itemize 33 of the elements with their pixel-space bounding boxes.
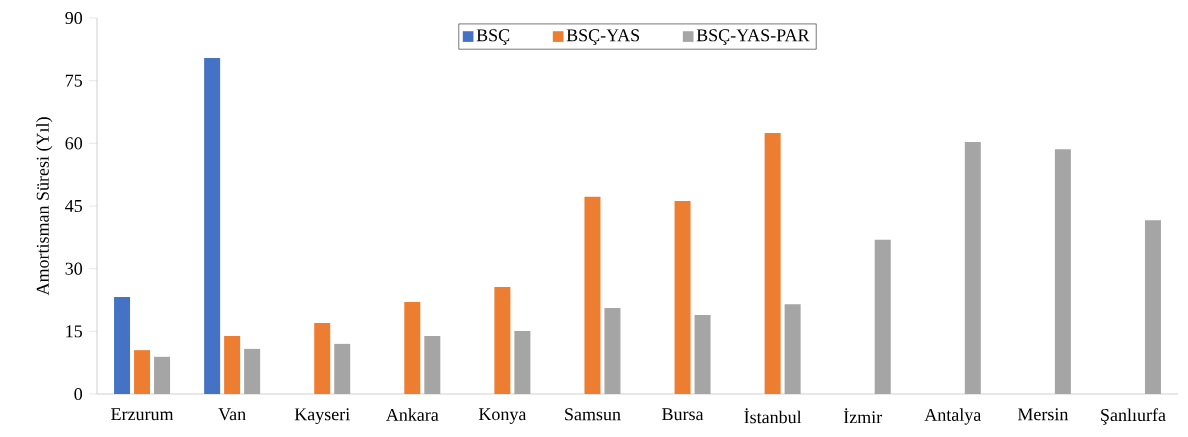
y-tick-label: 75 <box>65 74 83 87</box>
bar <box>674 200 691 394</box>
x-tick-label: Şanlıurfa <box>1101 408 1166 425</box>
bar <box>764 132 781 394</box>
bar <box>134 350 151 394</box>
x-tick-label: Van <box>218 408 246 421</box>
x-tick-label: Bursa <box>662 408 704 421</box>
bar <box>224 335 241 394</box>
y-axis-title: Amortisman Süresi (Yıl) <box>36 117 53 296</box>
x-tick-label: Kayseri <box>294 408 350 425</box>
x-tick-label: Ankara <box>385 408 439 421</box>
x-tick-label: Konya <box>478 408 527 424</box>
bar <box>494 287 511 394</box>
bar <box>204 58 221 394</box>
bar <box>584 196 601 394</box>
x-tick-label: Mersin <box>1017 408 1069 421</box>
y-tick-label: 90 <box>65 11 83 25</box>
bar <box>314 322 331 394</box>
legend-label: BSÇ-YAS <box>566 29 640 45</box>
y-tick-label: 45 <box>65 199 83 213</box>
x-tick-label: Erzurum <box>111 408 174 421</box>
x-tick-label: Samsun <box>565 408 621 421</box>
y-tick-label: 15 <box>66 325 83 338</box>
y-tick-label: 30 <box>65 262 83 275</box>
x-tick-label: Antalya <box>924 408 982 425</box>
bar <box>404 302 421 394</box>
bar <box>114 297 131 394</box>
legend-label: BSÇ <box>476 29 510 45</box>
y-tick-label: 60 <box>65 137 83 150</box>
y-tick-label: 0 <box>74 387 83 401</box>
x-tick-label: İzmir <box>843 408 883 424</box>
x-tick-label: İstanbul <box>744 408 802 424</box>
legend-label: BSÇ-YAS-PAR <box>696 29 810 45</box>
